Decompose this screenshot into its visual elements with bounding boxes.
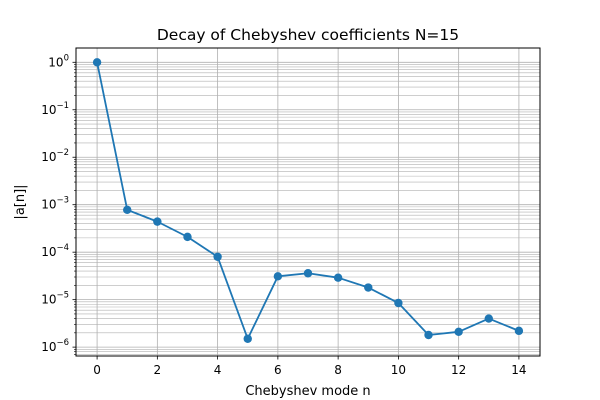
x-tick-label: 0 — [93, 363, 101, 377]
y-axis-label: |a[n]| — [13, 184, 28, 219]
x-tick-label: 14 — [511, 363, 526, 377]
data-point — [394, 298, 403, 308]
data-point — [303, 269, 313, 278]
x-tick-label: 8 — [334, 363, 342, 377]
y-tick-exponent: −3 — [56, 196, 69, 206]
y-tick-exponent: −1 — [56, 101, 69, 111]
data-point — [333, 273, 343, 282]
y-tick-exponent: −5 — [56, 291, 69, 301]
data-point — [243, 334, 252, 343]
x-tick-label: 10 — [391, 363, 406, 377]
chart-title: Decay of Chebyshev coefficients N=15 — [157, 26, 459, 44]
data-point — [123, 205, 132, 215]
data-point — [92, 58, 102, 67]
x-tick-label: 12 — [451, 363, 466, 377]
x-tick-label: 6 — [274, 363, 282, 377]
data-point — [273, 272, 283, 281]
x-tick-label: 4 — [214, 363, 222, 377]
y-tick-exponent: −2 — [56, 148, 69, 158]
data-point — [183, 232, 192, 242]
data-point — [514, 326, 524, 336]
y-tick-exponent: −4 — [56, 243, 69, 253]
data-point — [364, 283, 373, 292]
data-point — [484, 314, 493, 323]
plot-data — [92, 58, 524, 343]
data-point — [454, 327, 463, 337]
y-tick-exponent: −6 — [56, 338, 69, 348]
axes-frame — [75, 47, 541, 357]
x-axis-label: Chebyshev mode n — [245, 384, 370, 399]
y-tick-exponent: 0 — [64, 53, 69, 63]
data-point — [153, 217, 162, 226]
data-point — [424, 330, 433, 340]
data-point — [213, 252, 222, 261]
x-tick-label: 2 — [154, 363, 162, 377]
